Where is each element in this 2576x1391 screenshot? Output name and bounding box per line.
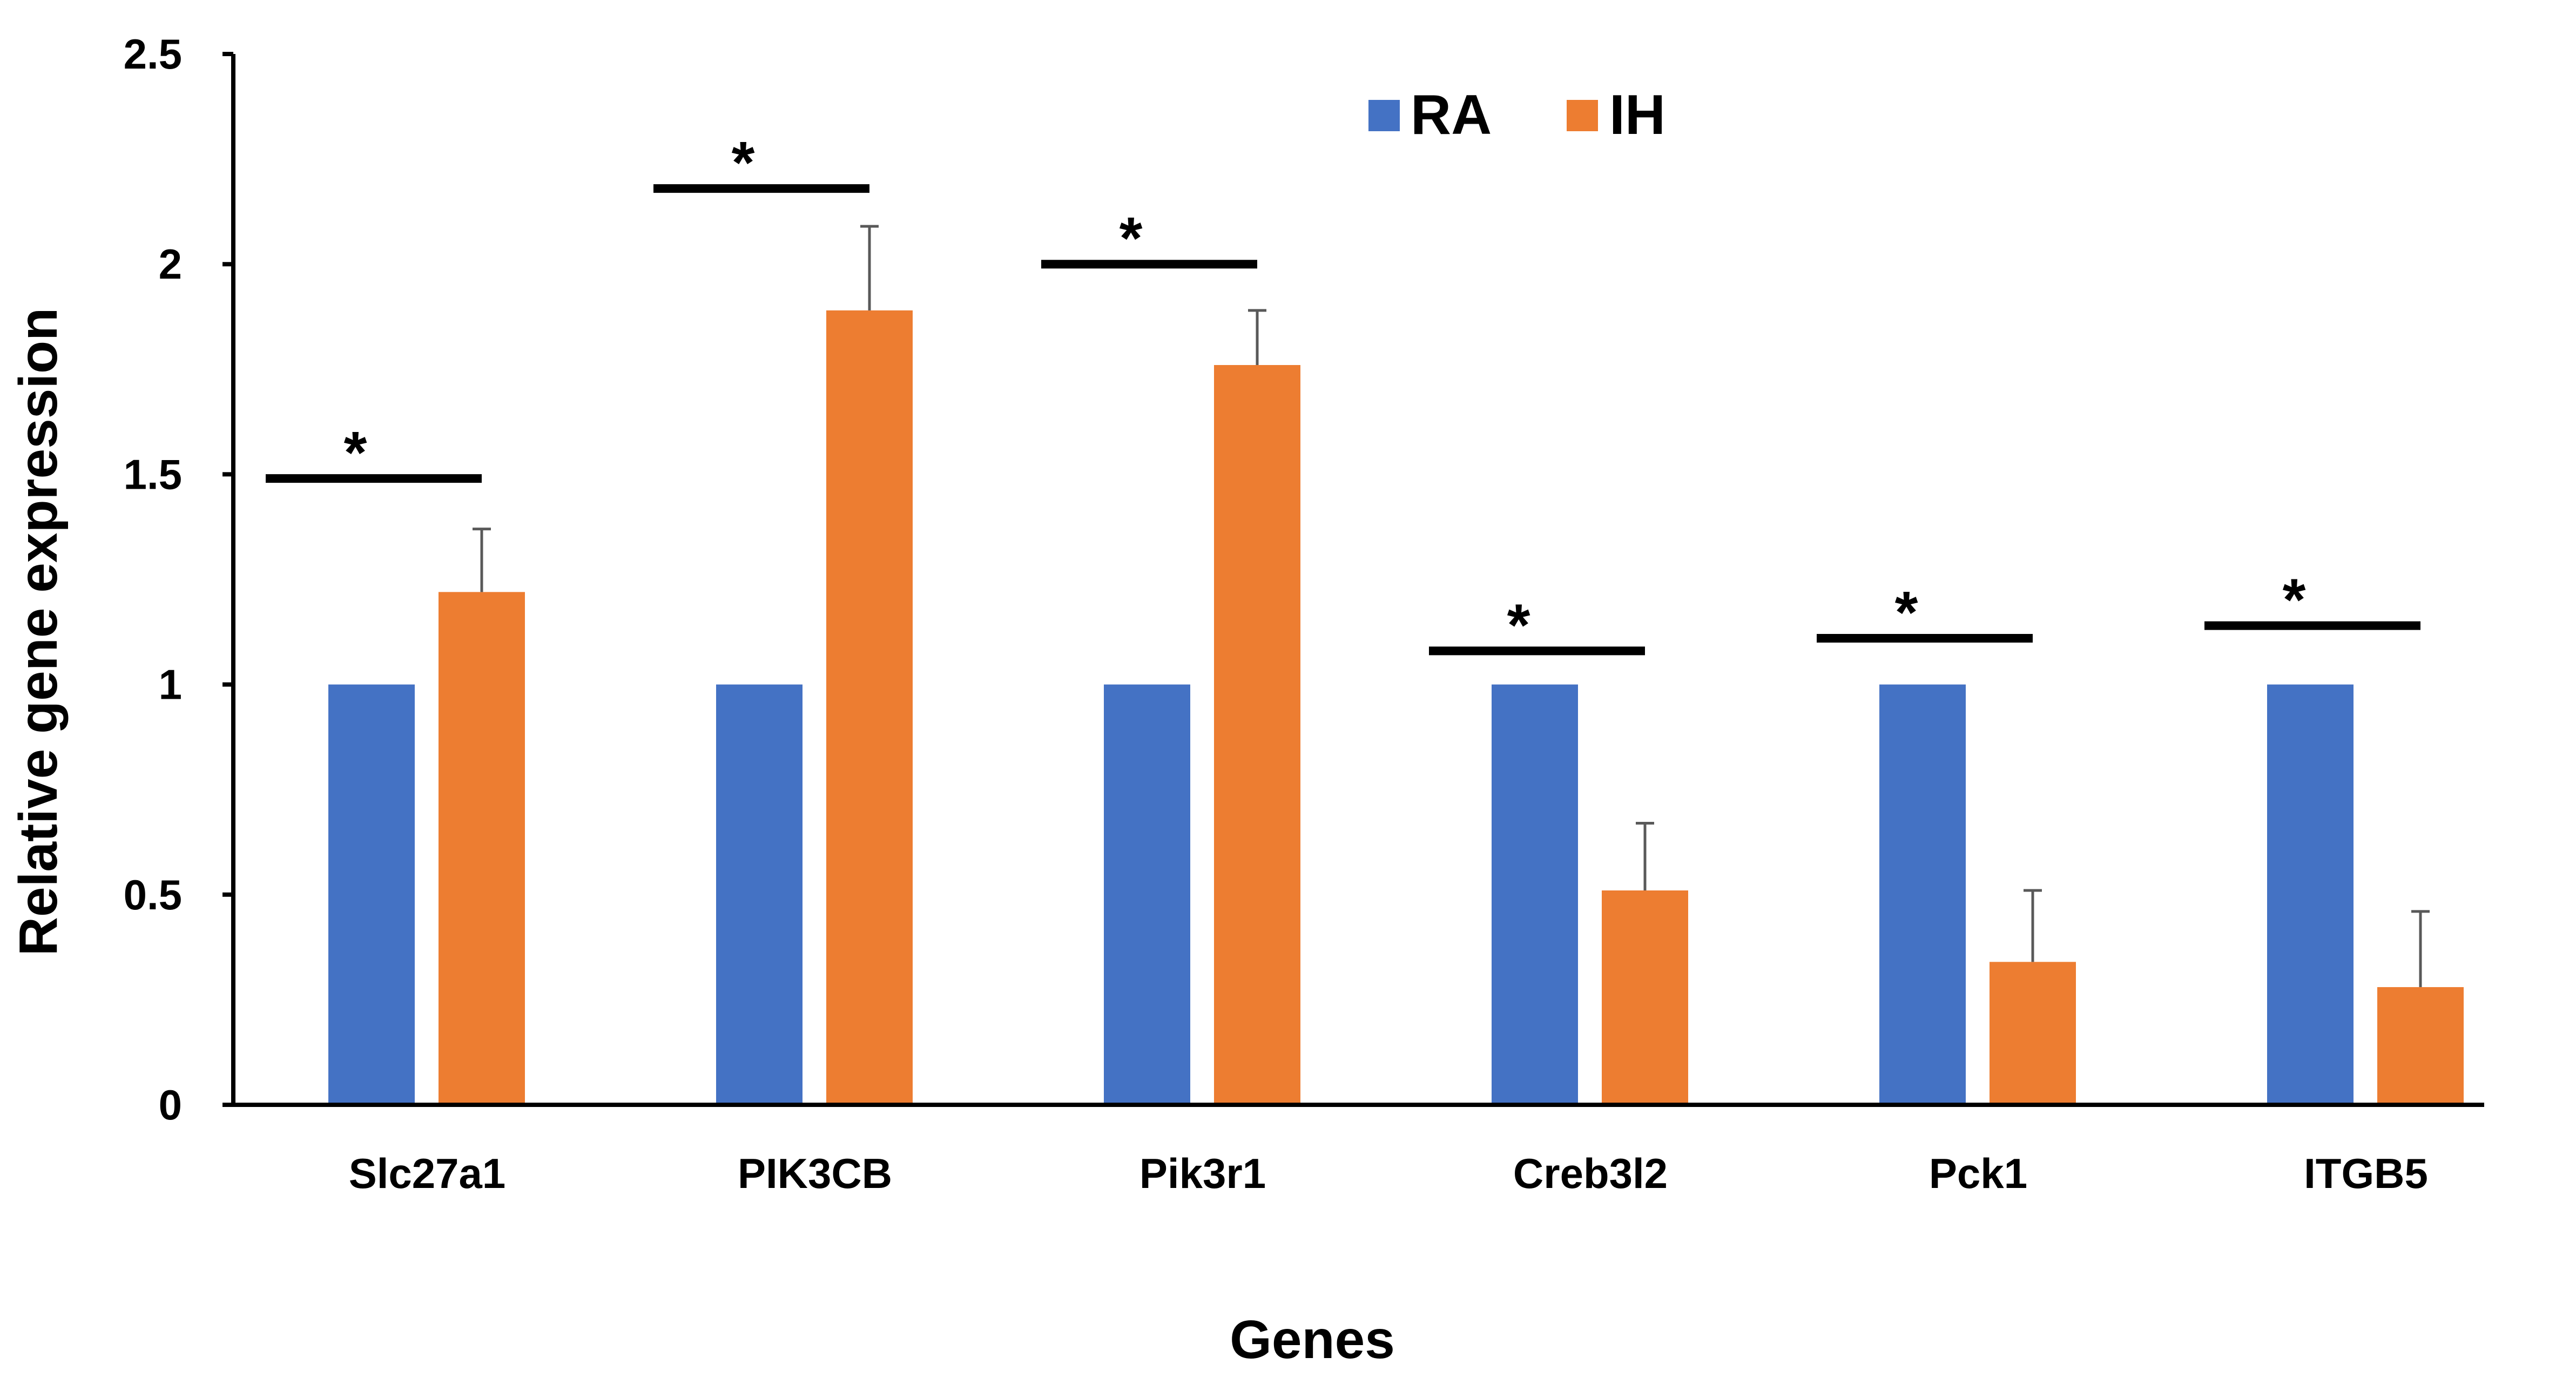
- bar-ra-itgb5: [2267, 684, 2354, 1105]
- y-axis-title: Relative gene expression: [8, 308, 69, 956]
- significance-star: *: [1895, 579, 1918, 646]
- chart-marks: 0 0.5 1 1.5 2 2.5 Slc27a1 PIK3CB Pik3r1 Creb3l2 Pc…: [124, 30, 2484, 1197]
- legend: RA IH: [1368, 84, 1665, 146]
- x-tick-label: ITGB5: [2304, 1150, 2428, 1197]
- x-tick-label: Pik3r1: [1139, 1150, 1266, 1197]
- x-tick-label: Creb3l2: [1513, 1150, 1668, 1197]
- y-tick-label: 0.5: [124, 871, 182, 919]
- significance-star: *: [1120, 205, 1143, 272]
- y-tick-label: 0: [159, 1081, 182, 1129]
- bar-ih-creb3l2: [1602, 890, 1688, 1105]
- legend-label-ih: IH: [1609, 84, 1665, 146]
- significance-star: *: [2283, 567, 2306, 633]
- significance-star: *: [1507, 592, 1530, 658]
- significance-star: *: [732, 130, 755, 196]
- bar-ra-pck1: [1879, 684, 1966, 1105]
- y-tick-label: 2.5: [124, 30, 182, 78]
- x-tick-label: Slc27a1: [349, 1150, 506, 1197]
- x-tick-label: PIK3CB: [738, 1150, 892, 1197]
- x-tick-label: Pck1: [1929, 1150, 2027, 1197]
- legend-swatch-ra: [1368, 100, 1400, 131]
- bar-ra-slc27a1: [328, 684, 415, 1105]
- bar-ra-creb3l2: [1492, 684, 1578, 1105]
- bar-ih-slc27a1: [439, 592, 525, 1105]
- y-tick-label: 1.5: [124, 450, 182, 498]
- y-tick-label: 1: [159, 661, 182, 708]
- legend-label-ra: RA: [1411, 84, 1492, 146]
- y-tick-label: 2: [159, 240, 182, 288]
- bar-ih-pik3r1: [1214, 365, 1300, 1105]
- bar-ra-pik3r1: [1104, 684, 1190, 1105]
- bar-ih-pck1: [1990, 962, 2076, 1105]
- bar-ih-itgb5: [2377, 987, 2464, 1105]
- bar-ra-pik3cb: [716, 684, 803, 1105]
- legend-swatch-ih: [1567, 100, 1598, 131]
- bar-ih-pik3cb: [826, 310, 913, 1105]
- x-axis-title: Genes: [1230, 1309, 1395, 1370]
- significance-star: *: [344, 420, 367, 486]
